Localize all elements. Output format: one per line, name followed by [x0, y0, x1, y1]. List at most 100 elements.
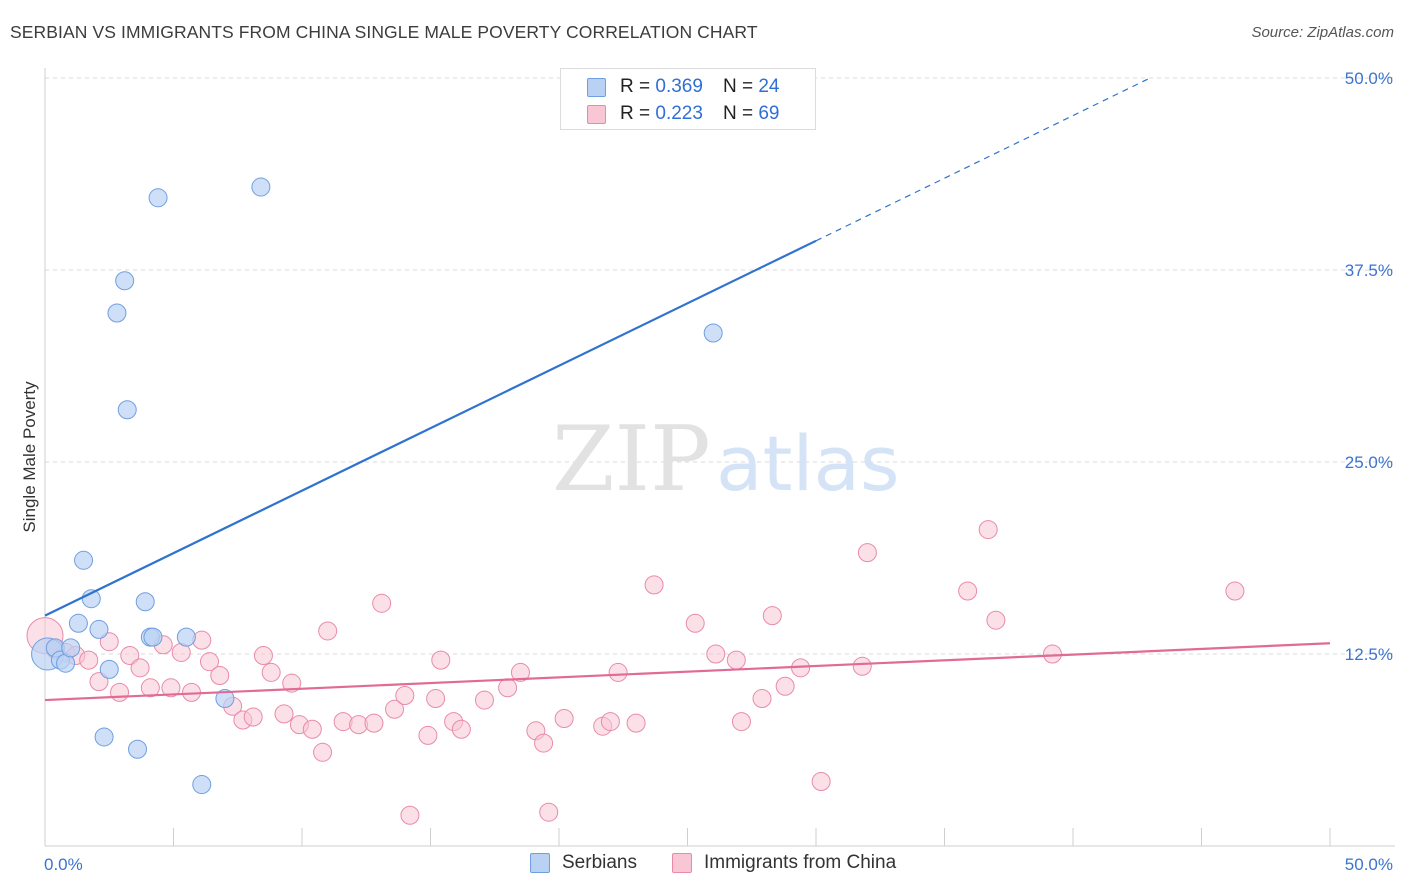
serbians-point [251, 177, 271, 197]
china-point [685, 613, 705, 633]
china-swatch [587, 104, 606, 124]
china-point [89, 672, 109, 692]
china-point [852, 656, 872, 676]
china-point [313, 742, 333, 762]
china-point [534, 733, 554, 753]
china-point [400, 805, 420, 825]
china-point [302, 719, 322, 739]
serbians-swatch [587, 77, 606, 97]
y-tick-label: 12.5% [1345, 645, 1393, 664]
china-point [372, 593, 392, 613]
china-point [274, 704, 294, 724]
china-point [811, 771, 831, 791]
labels-layer: 12.5% 25.0% 37.5% 50.0% 0.0% 50.0% [44, 69, 1393, 874]
y-tick-label: 25.0% [1345, 453, 1393, 472]
china-point [644, 575, 664, 595]
china-point [539, 802, 559, 822]
serbians-point [215, 689, 235, 709]
serbians-point [176, 627, 196, 647]
serbians-trend-extension [815, 77, 1151, 242]
china-point [210, 666, 230, 686]
axes-layer [44, 68, 1395, 847]
serbians-r-value: 0.369 [655, 76, 703, 97]
x-tick-label: 0.0% [44, 855, 83, 874]
legend-item-serbians: Serbians [530, 852, 637, 874]
china-legend-swatch [672, 853, 692, 873]
china-point [140, 678, 160, 698]
china-point [385, 699, 405, 719]
legend-row-china: R = 0.223 N = 69 [587, 102, 779, 126]
grid-layer [45, 77, 1395, 655]
x-tick-label: 50.0% [1345, 855, 1393, 874]
serbians-point [135, 592, 155, 612]
serbians-point [128, 739, 148, 759]
china-point [395, 685, 415, 705]
china-point [418, 725, 438, 745]
china-point [110, 682, 130, 702]
serbians-point [94, 727, 114, 747]
serbians-point [143, 627, 163, 647]
china-point [253, 646, 273, 666]
china-point [333, 712, 353, 732]
series-legend: Serbians Immigrants from China [0, 852, 1406, 878]
legend-row-serbians: R = 0.369 N = 24 [587, 75, 779, 99]
china-r-value: 0.223 [655, 103, 703, 124]
china-point [318, 621, 338, 641]
n-label: N = [722, 103, 754, 124]
serbians-point [68, 613, 88, 633]
china-point [600, 712, 620, 732]
china-point [451, 719, 471, 739]
trend-layer [44, 77, 1331, 702]
serbians-legend-swatch [530, 853, 550, 873]
china-point [978, 520, 998, 540]
china-point [192, 630, 212, 650]
points-layer [26, 177, 1245, 825]
y-tick-label: 37.5% [1345, 261, 1393, 280]
china-point [958, 581, 978, 601]
china-point [474, 690, 494, 710]
china-point [120, 646, 140, 666]
source-label: Source: ZipAtlas.com [1251, 24, 1394, 41]
r-label: R = [620, 76, 651, 97]
china-point [626, 713, 646, 733]
serbians-point [192, 775, 212, 795]
serbians-point [107, 303, 127, 323]
watermark-zip: ZIP [552, 407, 711, 512]
china-point [726, 650, 746, 670]
r-label: R = [620, 103, 651, 124]
n-label: N = [722, 76, 754, 97]
china-point [762, 606, 782, 626]
china-point [510, 662, 530, 682]
serbians-point [61, 638, 81, 658]
serbians-point [148, 188, 168, 208]
china-point [79, 650, 99, 670]
china-legend-label: Immigrants from China [704, 852, 897, 873]
china-point [775, 676, 795, 696]
serbians-point [89, 619, 109, 639]
serbians-trend-line [44, 239, 817, 617]
china-point [857, 543, 877, 563]
china-point [130, 658, 150, 678]
china-point [199, 652, 219, 672]
watermark: ZIP atlas [552, 407, 900, 512]
china-point [752, 689, 772, 709]
china-point [1042, 644, 1062, 664]
serbians-point [74, 550, 94, 570]
china-point [426, 689, 446, 709]
china-point [161, 678, 181, 698]
china-trend-line [44, 642, 1331, 702]
correlation-legend: R = 0.369 N = 24 R = 0.223 N = 69 [560, 68, 816, 130]
watermark-atlas: atlas [716, 419, 900, 508]
china-point [608, 662, 628, 682]
china-point [706, 644, 726, 664]
legend-item-china: Immigrants from China [672, 852, 896, 874]
serbians-point [117, 400, 137, 420]
china-point [261, 662, 281, 682]
serbians-legend-label: Serbians [562, 852, 637, 873]
china-point [243, 707, 263, 727]
china-point [731, 712, 751, 732]
serbians-n-value: 24 [758, 76, 780, 97]
china-point [986, 610, 1006, 630]
y-axis-label: Single Male Poverty [20, 381, 39, 533]
